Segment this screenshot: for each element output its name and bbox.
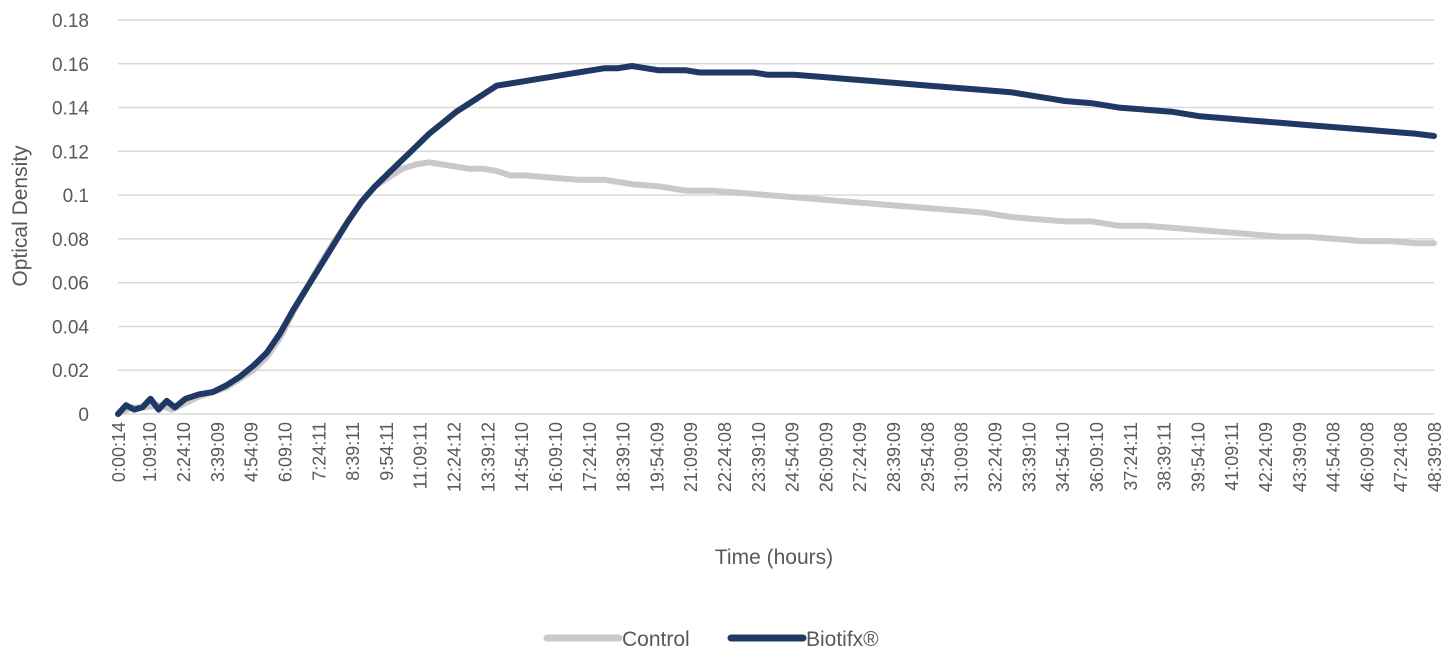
series-lines <box>115 63 1437 417</box>
x-tick-label: 28:39:09 <box>884 422 904 492</box>
y-tick-label: 0.16 <box>52 55 89 76</box>
x-tick-label: 46:09:08 <box>1357 422 1377 492</box>
x-tick-label: 12:24:12 <box>445 422 465 492</box>
legend-label-control: Control <box>622 628 690 651</box>
x-tick-label: 44:54:08 <box>1324 422 1344 492</box>
x-tick-label: 47:24:08 <box>1391 422 1411 492</box>
y-tick-label: 0.14 <box>52 99 89 120</box>
x-tick-label: 26:09:09 <box>816 422 836 492</box>
series-line-biotifx <box>115 63 1437 417</box>
y-tick-label: 0.02 <box>52 361 89 382</box>
x-tick-label: 2:24:10 <box>174 422 194 482</box>
legend-label-biotifx: Biotifx® <box>806 628 879 651</box>
x-tick-label: 39:54:10 <box>1188 422 1208 492</box>
x-tick-label: 29:54:08 <box>918 422 938 492</box>
y-tick-label: 0.18 <box>52 11 89 32</box>
x-tick-label: 24:54:09 <box>783 422 803 492</box>
x-tick-label: 31:09:08 <box>952 422 972 492</box>
x-tick-label: 33:39:10 <box>1019 422 1039 492</box>
x-tick-label: 4:54:09 <box>242 422 262 482</box>
y-tick-label: 0.1 <box>63 186 89 207</box>
x-tick-label: 27:24:09 <box>850 422 870 492</box>
x-tick-label: 17:24:10 <box>580 422 600 492</box>
x-tick-label: 6:09:10 <box>275 422 295 482</box>
y-tick-label: 0.08 <box>52 230 89 251</box>
y-tick-label: 0.04 <box>52 317 89 338</box>
y-tick-label: 0.06 <box>52 274 89 295</box>
x-tick-label: 1:09:10 <box>140 422 160 482</box>
legend: Control Biotifx® <box>543 628 879 651</box>
x-axis-title: Time (hours) <box>715 546 833 569</box>
x-tick-label: 9:54:11 <box>377 422 397 481</box>
x-tick-label: 42:24:09 <box>1256 422 1276 492</box>
x-tick-label: 37:24:11 <box>1121 422 1141 491</box>
x-tick-label: 48:39:08 <box>1425 422 1445 492</box>
x-tick-label: 41:09:11 <box>1222 422 1242 491</box>
x-tick-label: 22:24:08 <box>715 422 735 492</box>
x-tick-label: 21:09:09 <box>681 422 701 492</box>
x-tick-label: 11:09:11 <box>411 422 431 489</box>
x-tick-label: 8:39:11 <box>343 422 363 481</box>
x-tick-label: 14:54:10 <box>512 422 532 492</box>
x-tick-label: 3:39:09 <box>208 422 228 482</box>
y-tick-label: 0.12 <box>52 142 89 163</box>
x-axis-ticks: 0:00:14 1:09:10 2:24:10 3:39:09 4:54:09 6:09:… <box>109 422 1445 492</box>
x-tick-label: 19:54:09 <box>647 422 667 492</box>
x-tick-label: 36:09:10 <box>1087 422 1107 492</box>
x-tick-label: 34:54:10 <box>1053 422 1073 492</box>
y-tick-label: 0 <box>78 405 89 426</box>
x-tick-label: 13:39:12 <box>478 422 498 492</box>
x-tick-label: 18:39:10 <box>614 422 634 492</box>
x-tick-label: 7:24:11 <box>309 422 329 481</box>
x-tick-label: 43:39:09 <box>1290 422 1310 492</box>
y-axis-ticks: 0 0.02 0.04 0.06 0.08 0.1 0.12 0.14 0.16 0.18 <box>52 11 89 426</box>
series-line-control <box>115 159 1437 417</box>
x-tick-label: 23:39:10 <box>749 422 769 492</box>
x-tick-label: 0:00:14 <box>109 422 129 482</box>
gridlines <box>118 19 1434 415</box>
x-tick-label: 38:39:11 <box>1155 422 1175 491</box>
y-axis-title: Optical Density <box>9 145 32 287</box>
x-tick-label: 16:09:10 <box>546 422 566 492</box>
x-tick-label: 32:24:09 <box>985 422 1005 492</box>
